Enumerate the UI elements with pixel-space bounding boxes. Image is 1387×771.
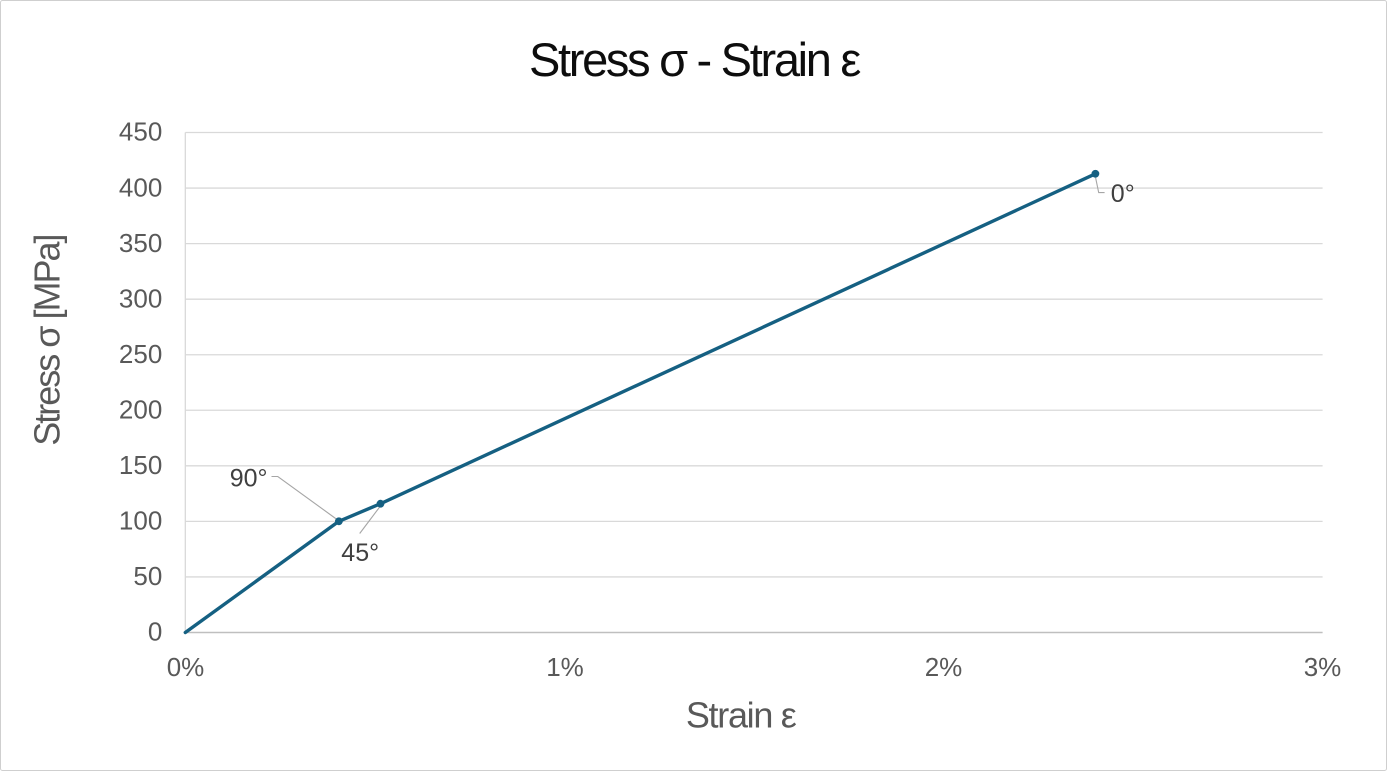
svg-text:150: 150 <box>119 450 162 480</box>
svg-text:250: 250 <box>119 339 162 369</box>
svg-text:450: 450 <box>119 117 162 147</box>
svg-text:350: 350 <box>119 228 162 258</box>
svg-text:0: 0 <box>148 617 162 647</box>
svg-text:3%: 3% <box>1304 652 1342 682</box>
svg-text:Stress σ [MPa]: Stress σ [MPa] <box>27 235 68 445</box>
svg-text:Stress σ - Strain ε: Stress σ - Strain ε <box>529 33 861 86</box>
svg-text:45°: 45° <box>341 539 379 567</box>
svg-text:1%: 1% <box>546 652 584 682</box>
svg-text:400: 400 <box>119 172 162 202</box>
svg-text:2%: 2% <box>925 652 963 682</box>
svg-text:100: 100 <box>119 506 162 536</box>
svg-text:50: 50 <box>133 561 162 591</box>
svg-text:300: 300 <box>119 283 162 313</box>
svg-text:200: 200 <box>119 395 162 425</box>
svg-text:0°: 0° <box>1111 180 1135 208</box>
svg-text:90°: 90° <box>230 464 268 492</box>
svg-text:0%: 0% <box>167 652 205 682</box>
svg-text:Strain ε: Strain ε <box>686 695 797 736</box>
